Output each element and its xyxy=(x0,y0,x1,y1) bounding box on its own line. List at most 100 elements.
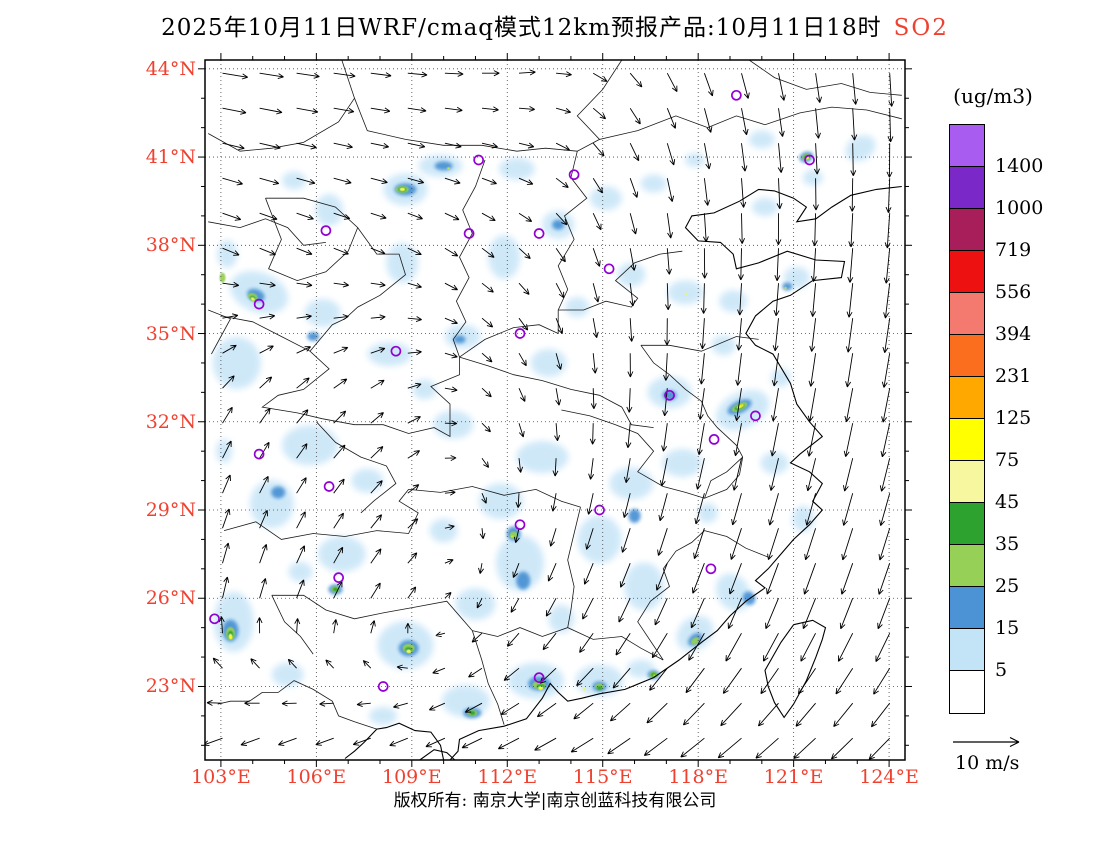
wind-arrow xyxy=(370,548,382,564)
wind-arrow xyxy=(222,107,247,115)
wind-arrow xyxy=(542,632,557,651)
legend-color-box xyxy=(950,167,984,209)
wind-arrow xyxy=(654,598,668,626)
wind-arrow xyxy=(444,489,456,496)
station-marker xyxy=(377,681,389,692)
wind-arrow xyxy=(618,598,631,623)
concentration-patch xyxy=(219,272,226,283)
wind-arrow xyxy=(657,528,668,556)
wind-arrow xyxy=(878,528,891,561)
concentration-patch xyxy=(596,685,603,690)
legend-tick-label: 25 xyxy=(995,575,1020,597)
wind-arrow xyxy=(741,73,750,99)
station-marker xyxy=(568,169,580,181)
wind-arrow xyxy=(497,737,520,750)
wind-arrow xyxy=(847,248,854,283)
wind-arrow xyxy=(278,737,297,746)
coastline-path xyxy=(764,619,827,719)
wind-arrow xyxy=(666,143,676,166)
legend-tick-label: 394 xyxy=(995,323,1032,345)
wind-arrow xyxy=(658,493,668,522)
wind-arrow xyxy=(333,546,344,564)
wind-arrow xyxy=(680,737,705,758)
wind-arrow xyxy=(333,346,349,354)
wind-arrow xyxy=(259,313,276,320)
wind-arrow xyxy=(582,597,594,620)
wind-arrow xyxy=(356,701,371,708)
wind-arrow xyxy=(733,423,742,457)
wind-arrow xyxy=(444,317,458,325)
province-border-line xyxy=(567,507,581,628)
province-border-line xyxy=(341,60,600,152)
wind-arrow xyxy=(545,597,557,617)
wind-arrow xyxy=(666,72,678,93)
wind-arrow xyxy=(296,142,317,150)
legend-tick-label: 15 xyxy=(995,617,1020,639)
wind-arrow xyxy=(370,212,387,220)
wind-arrow xyxy=(259,475,269,494)
concentration-patch xyxy=(676,615,714,652)
wind-arrow xyxy=(809,318,817,352)
wind-arrow xyxy=(389,737,408,747)
wind-arrow xyxy=(404,623,411,634)
wind-arrow xyxy=(881,388,891,423)
wind-arrow xyxy=(222,508,231,529)
wind-arrow xyxy=(793,737,816,760)
wind-arrow xyxy=(701,248,708,279)
legend-color-box xyxy=(950,545,984,587)
wind-arrow xyxy=(518,177,534,185)
province-border-line xyxy=(217,680,377,730)
wind-arrow xyxy=(333,378,348,389)
wind-arrow xyxy=(651,632,668,659)
wind-arrow xyxy=(296,313,312,320)
wind-arrow xyxy=(773,283,780,317)
station-marker xyxy=(750,410,761,422)
wind-arrow xyxy=(479,528,486,539)
wind-arrow xyxy=(727,598,742,630)
copyright-caption: 版权所有: 南京大学|南京创蓝科技有限公司 xyxy=(393,791,717,811)
wind-arrow xyxy=(296,377,310,389)
wind-arrow xyxy=(628,318,635,342)
wind-arrow xyxy=(444,420,458,427)
wind-arrow xyxy=(666,178,675,202)
wind-arrow xyxy=(407,212,423,220)
wind-arrow xyxy=(503,667,520,681)
legend-tick-label: 45 xyxy=(995,491,1020,513)
wind-arrow xyxy=(222,542,230,564)
wind-arrow xyxy=(481,387,492,398)
wind-arrow xyxy=(555,282,565,299)
province-border-line xyxy=(459,356,654,428)
concentration-patch xyxy=(711,335,736,356)
wind-arrow xyxy=(222,440,232,459)
wind-arrow xyxy=(720,702,742,727)
wind-arrow xyxy=(296,212,314,221)
wind-arrow xyxy=(222,406,233,424)
concentration-patch xyxy=(617,262,646,287)
wind-arrow xyxy=(333,314,349,320)
wind-arrow xyxy=(407,552,418,564)
wind-arrow xyxy=(444,352,458,359)
wind-arrow xyxy=(815,73,823,103)
wind-arrow xyxy=(849,178,856,212)
wind-arrow xyxy=(370,72,392,79)
wind-arrow xyxy=(735,353,742,386)
concentration-patch xyxy=(530,348,567,377)
wind-arrow xyxy=(731,493,742,526)
wind-arrow xyxy=(592,213,602,231)
concentration-patch xyxy=(401,188,405,191)
wind-arrow xyxy=(370,446,384,459)
concentration-patch xyxy=(488,235,521,280)
lon-axis-label: 106°E xyxy=(286,766,347,788)
wind-arrow xyxy=(621,528,631,553)
wind-arrow xyxy=(612,667,631,689)
wind-arrow xyxy=(664,318,671,346)
station-marker xyxy=(708,434,720,445)
wind-arrow xyxy=(222,281,240,288)
wind-arrow xyxy=(333,478,345,494)
wind-arrow xyxy=(810,283,817,317)
legend-color-box xyxy=(950,209,984,251)
wind-arrow xyxy=(478,563,484,574)
wind-arrow xyxy=(370,379,385,389)
wind-arrow xyxy=(555,388,562,406)
concentration-patch xyxy=(565,297,590,318)
